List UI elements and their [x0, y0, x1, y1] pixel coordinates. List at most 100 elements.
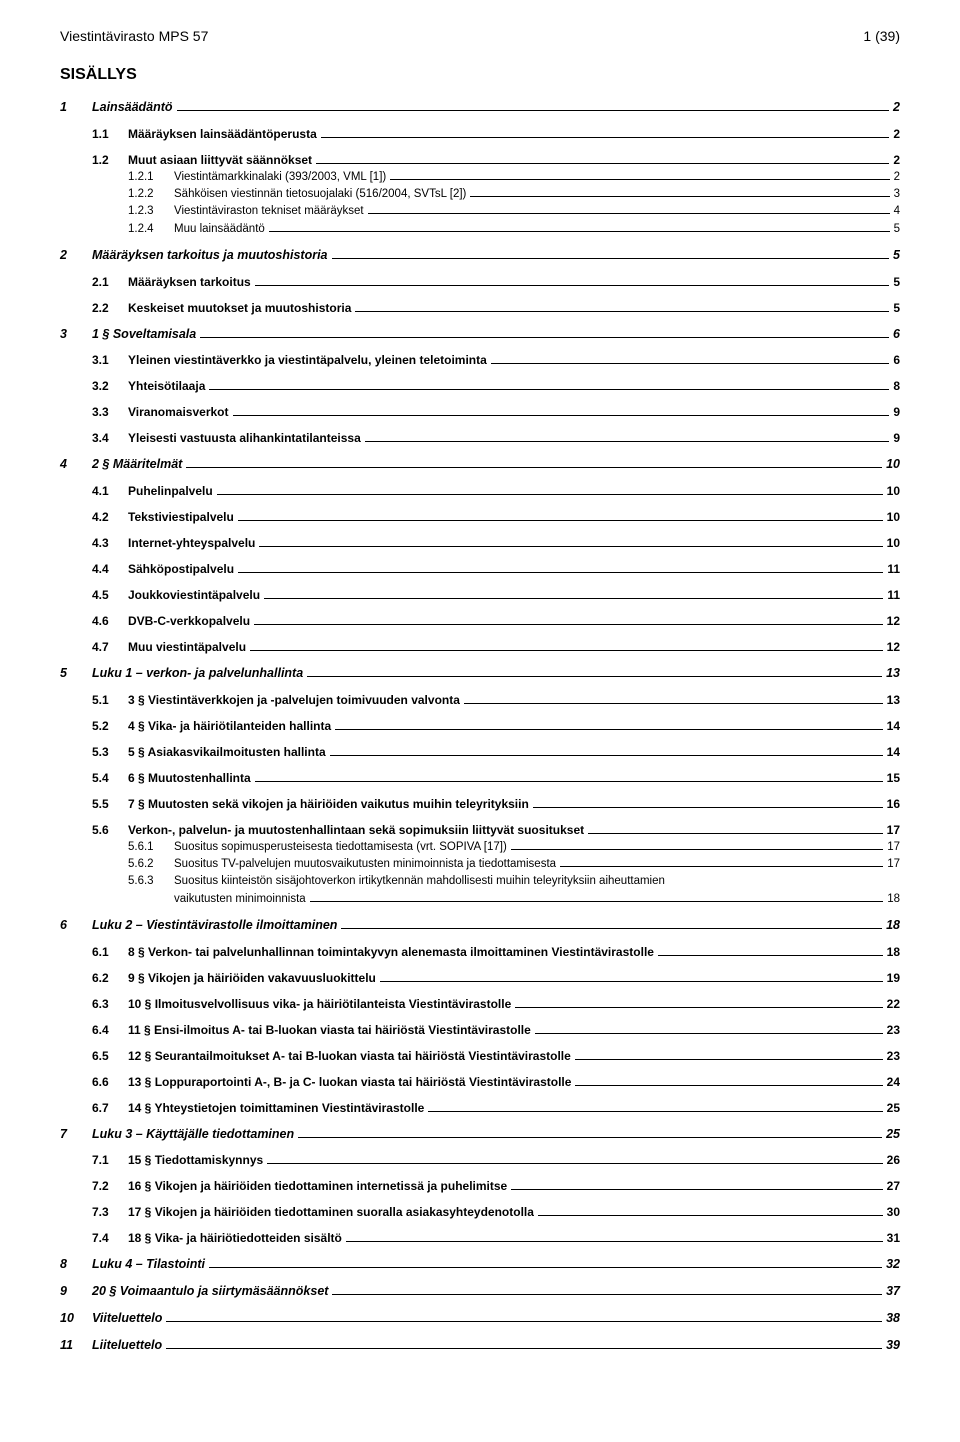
toc-leader	[255, 285, 890, 286]
toc-number: 7.4	[92, 1229, 128, 1247]
toc-entry: 7.418 § Vika- ja häiriötiedotteiden sisä…	[60, 1229, 900, 1247]
toc-leader	[316, 163, 889, 164]
toc-label: Luku 3 – Käyttäjälle tiedottaminen	[92, 1125, 294, 1144]
toc-label: Sähköisen viestinnän tietosuojalaki (516…	[174, 186, 466, 203]
toc-label: Liiteluettelo	[92, 1336, 162, 1355]
toc-number: 6.6	[92, 1073, 128, 1091]
toc-leader	[428, 1111, 882, 1112]
toc-label: 6 § Muutostenhallinta	[128, 769, 251, 787]
toc-page: 17	[887, 856, 900, 873]
toc-page: 12	[887, 638, 900, 656]
toc-page: 19	[887, 969, 900, 987]
toc-leader	[380, 981, 883, 982]
toc-label: Muut asiaan liittyvät säännökset	[128, 151, 312, 169]
toc-leader	[470, 196, 889, 197]
toc-label: Suositus sopimusperusteisesta tiedottami…	[174, 839, 507, 856]
toc-page: 13	[887, 691, 900, 709]
toc-entry: 5.6.1Suositus sopimusperusteisesta tiedo…	[60, 839, 900, 856]
toc-number: 1.2.1	[128, 169, 174, 186]
toc-page: 23	[887, 1047, 900, 1065]
toc-entry: 7.317 § Vikojen ja häiriöiden tiedottami…	[60, 1203, 900, 1221]
toc-leader	[464, 703, 883, 704]
toc-page: 2	[893, 125, 900, 143]
toc-page: 13	[886, 664, 900, 683]
toc-label: 4 § Vika- ja häiriötilanteiden hallinta	[128, 717, 331, 735]
toc-label: 5 § Asiakasvikailmoitusten hallinta	[128, 743, 326, 761]
toc-leader	[533, 807, 883, 808]
toc-leader	[332, 258, 890, 259]
toc-number: 5.3	[92, 743, 128, 761]
toc-leader	[238, 572, 883, 573]
toc-page: 25	[886, 1125, 900, 1144]
toc-page: 16	[887, 795, 900, 813]
toc-page: 5	[894, 221, 900, 238]
toc-label: Määräyksen tarkoitus ja muutoshistoria	[92, 246, 328, 265]
toc-number: 4.4	[92, 560, 128, 578]
toc-page: 30	[887, 1203, 900, 1221]
toc-page: 10	[887, 534, 900, 552]
toc-page: 11	[887, 560, 900, 578]
toc-leader	[254, 624, 883, 625]
toc-number: 3.2	[92, 377, 128, 395]
toc-label: 14 § Yhteystietojen toimittaminen Viesti…	[128, 1099, 424, 1117]
toc-label: Yleisesti vastuusta alihankintatilanteis…	[128, 429, 361, 447]
toc-number: 7.3	[92, 1203, 128, 1221]
toc-page: 17	[887, 839, 900, 856]
toc-entry: 3.2Yhteisötilaaja8	[60, 377, 900, 395]
toc-number: 5.6.2	[128, 856, 174, 873]
toc-leader	[233, 415, 890, 416]
toc-entry: 6.18 § Verkon- tai palvelunhallinnan toi…	[60, 943, 900, 961]
toc-number: 6.3	[92, 995, 128, 1013]
toc-entry: 4.3Internet-yhteyspalvelu10	[60, 534, 900, 552]
toc-leader	[238, 520, 883, 521]
toc-label: Määräyksen lainsäädäntöperusta	[128, 125, 317, 143]
toc-label: Viiteluettelo	[92, 1309, 162, 1328]
toc-leader	[307, 676, 882, 677]
toc-leader	[346, 1241, 883, 1242]
toc-page: 9	[893, 403, 900, 421]
toc-page: 5	[893, 246, 900, 265]
toc-entry: 6.310 § Ilmoitusvelvollisuus vika- ja hä…	[60, 995, 900, 1013]
toc-entry: 5.24 § Vika- ja häiriötilanteiden hallin…	[60, 717, 900, 735]
toc-page: 24	[887, 1073, 900, 1091]
toc-number: 3.4	[92, 429, 128, 447]
toc-entry: 6.29 § Vikojen ja häiriöiden vakavuusluo…	[60, 969, 900, 987]
toc-page: 17	[887, 821, 900, 839]
toc-label: Määräyksen tarkoitus	[128, 273, 251, 291]
toc-number: 3.3	[92, 403, 128, 421]
toc-entry: 4.4Sähköpostipalvelu11	[60, 560, 900, 578]
toc-entry: 8Luku 4 – Tilastointi32	[60, 1255, 900, 1274]
toc-number: 2.2	[92, 299, 128, 317]
toc-leader	[535, 1033, 883, 1034]
toc-page: 39	[886, 1336, 900, 1355]
toc-label: 7 § Muutosten sekä vikojen ja häiriöiden…	[128, 795, 529, 813]
toc-number: 1.2.2	[128, 186, 174, 203]
toc-label: Luku 1 – verkon- ja palvelunhallinta	[92, 664, 303, 683]
toc-number: 10	[60, 1309, 92, 1328]
toc-label: Keskeiset muutokset ja muutoshistoria	[128, 299, 351, 317]
toc-leader	[321, 137, 890, 138]
toc-leader	[264, 598, 883, 599]
toc-page: 5	[893, 299, 900, 317]
toc-entry: 4.6DVB-C-verkkopalvelu12	[60, 612, 900, 630]
toc-entry: 1.2.4Muu lainsäädäntö5	[60, 221, 900, 238]
toc-page: 18	[887, 943, 900, 961]
toc-entry: 5.6Verkon-, palvelun- ja muutostenhallin…	[60, 821, 900, 839]
toc-entry: 7.115 § Tiedottamiskynnys26	[60, 1151, 900, 1169]
toc-entry: 42 § Määritelmät10	[60, 455, 900, 474]
toc-label: Lainsäädäntö	[92, 98, 173, 117]
toc-entry: 1Lainsäädäntö2	[60, 98, 900, 117]
toc-label: Internet-yhteyspalvelu	[128, 534, 255, 552]
toc-page: 10	[887, 482, 900, 500]
toc-leader	[341, 928, 882, 929]
toc-entry: 1.2Muut asiaan liittyvät säännökset2	[60, 151, 900, 169]
toc-number: 5.6.3	[128, 873, 174, 890]
toc-number: 1.2	[92, 151, 128, 169]
toc-label: 3 § Viestintäverkkojen ja -palvelujen to…	[128, 691, 460, 709]
toc-page: 12	[887, 612, 900, 630]
toc-leader	[330, 755, 883, 756]
toc-label: 12 § Seurantailmoitukset A- tai B-luokan…	[128, 1047, 571, 1065]
toc-label: Muu lainsäädäntö	[174, 221, 265, 238]
toc-entry: 4.7Muu viestintäpalvelu12	[60, 638, 900, 656]
toc-number: 5	[60, 664, 92, 683]
